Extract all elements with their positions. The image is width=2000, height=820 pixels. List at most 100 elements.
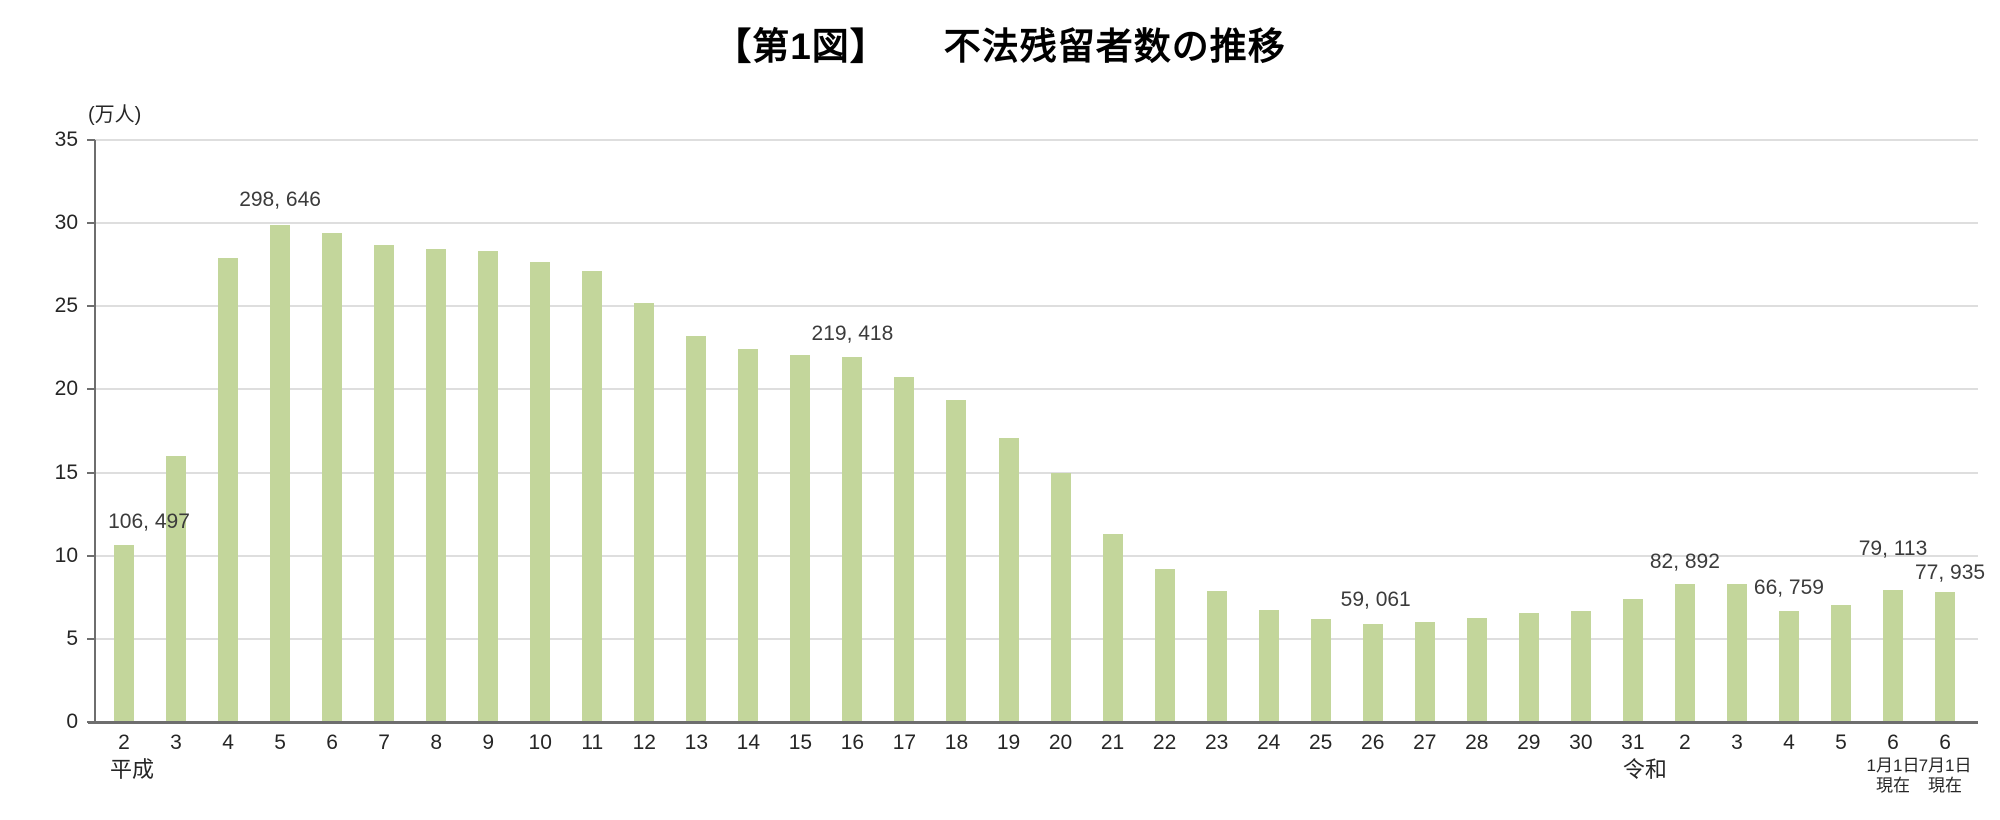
bar xyxy=(738,349,759,722)
x-tick-label: 6 xyxy=(1887,731,1899,754)
data-label: 298, 646 xyxy=(239,188,321,212)
bar xyxy=(218,258,239,722)
bar xyxy=(1310,618,1331,722)
bar xyxy=(1258,610,1279,722)
bar xyxy=(998,437,1019,722)
x-tick-label: 31 xyxy=(1621,731,1645,754)
y-axis-tick xyxy=(87,554,95,557)
bar xyxy=(374,245,395,722)
bar xyxy=(686,336,707,722)
x-tick-label: 4 xyxy=(1783,731,1795,754)
x-tick-sub-label-line: 7月1日 xyxy=(1918,756,1972,775)
bar xyxy=(894,377,915,722)
gridline xyxy=(95,388,1978,391)
bar xyxy=(1830,604,1851,722)
x-tick-label: 3 xyxy=(1731,731,1743,754)
y-axis-tick xyxy=(87,471,95,474)
bar xyxy=(790,355,811,722)
x-tick-label: 23 xyxy=(1204,731,1229,754)
gridline xyxy=(95,139,1978,141)
chart-title-fig-number: 【第1図】 xyxy=(714,26,888,67)
x-tick-label: 9 xyxy=(482,731,495,754)
x-tick-label: 17 xyxy=(892,731,917,754)
x-tick-label: 18 xyxy=(944,731,969,754)
y-axis xyxy=(94,140,96,722)
y-tick-label: 20 xyxy=(54,377,78,401)
x-tick-label: 7 xyxy=(378,731,390,754)
bar xyxy=(1570,611,1591,722)
x-tick-label: 28 xyxy=(1465,731,1489,754)
y-tick-label: 10 xyxy=(54,543,78,567)
bar xyxy=(1154,569,1175,722)
x-tick-label: 6 xyxy=(1939,731,1951,754)
x-tick-sub-label-line: 現在 xyxy=(1876,776,1911,795)
x-tick-sub-label-line: 1月1日 xyxy=(1866,756,1920,775)
bar xyxy=(1935,592,1956,722)
bar xyxy=(1883,590,1904,722)
bar xyxy=(1466,617,1487,722)
x-tick-label: 19 xyxy=(996,731,1021,754)
data-label: 79, 113 xyxy=(1858,537,1928,561)
y-tick-label: 30 xyxy=(54,211,78,235)
bar xyxy=(478,251,499,722)
gridline xyxy=(95,305,1978,308)
bar xyxy=(1102,533,1123,722)
data-label: 82, 892 xyxy=(1649,550,1720,574)
x-tick-label: 26 xyxy=(1361,731,1385,754)
x-tick-label: 22 xyxy=(1152,731,1177,754)
bar xyxy=(842,357,863,722)
x-tick-label: 14 xyxy=(736,731,761,754)
x-tick-label: 4 xyxy=(222,731,234,754)
bar xyxy=(114,544,134,722)
gridline xyxy=(95,222,1978,225)
x-tick-label: 20 xyxy=(1048,731,1073,754)
x-tick-label: 2 xyxy=(1679,731,1691,754)
x-tick-label: 13 xyxy=(684,731,708,754)
x-tick-label: 5 xyxy=(274,731,286,754)
bar xyxy=(1414,622,1435,722)
x-tick-label: 8 xyxy=(430,731,443,754)
bar xyxy=(1778,610,1799,722)
y-tick-label: 15 xyxy=(54,460,78,484)
bar xyxy=(426,248,447,722)
x-tick-label: 25 xyxy=(1309,731,1333,754)
era-label: 令和 xyxy=(1622,757,1667,782)
bar xyxy=(270,225,291,722)
bar xyxy=(634,303,655,722)
x-tick-label: 3 xyxy=(170,731,182,754)
y-axis-tick xyxy=(87,388,95,391)
data-label: 77, 935 xyxy=(1915,561,1986,585)
bar xyxy=(1362,623,1383,722)
x-tick-label: 6 xyxy=(326,731,338,754)
x-tick-label: 11 xyxy=(581,731,604,754)
gridline xyxy=(95,637,1978,640)
x-tick-label: 10 xyxy=(528,731,552,754)
bar xyxy=(166,456,187,722)
gridline xyxy=(95,554,1978,557)
x-tick-sub-label: 1月1日 現在 xyxy=(1848,756,1938,796)
bar xyxy=(1622,598,1643,722)
y-tick-label: 0 xyxy=(66,710,78,733)
x-tick-label: 16 xyxy=(840,731,865,754)
x-tick-label: 15 xyxy=(788,731,813,754)
chart-title-text: 不法残留者数の推移 xyxy=(943,26,1286,67)
bar xyxy=(322,233,343,722)
x-tick-label: 21 xyxy=(1100,731,1125,754)
bar xyxy=(1518,613,1539,722)
y-tick-label: 25 xyxy=(54,294,78,318)
y-axis-tick xyxy=(87,139,95,141)
x-axis xyxy=(88,721,1978,724)
y-tick-label: 35 xyxy=(54,128,78,151)
y-tick-label: 5 xyxy=(66,626,78,650)
bar xyxy=(1674,584,1695,722)
bar xyxy=(530,261,551,722)
x-tick-label: 29 xyxy=(1517,731,1541,754)
bar xyxy=(1050,472,1071,722)
x-tick-label: 24 xyxy=(1256,731,1281,754)
x-tick-sub-label-line: 現在 xyxy=(1928,776,1963,795)
x-tick-label: 5 xyxy=(1835,731,1847,754)
bar xyxy=(946,399,967,722)
gridline xyxy=(95,471,1978,474)
x-tick-label: 30 xyxy=(1569,731,1593,754)
